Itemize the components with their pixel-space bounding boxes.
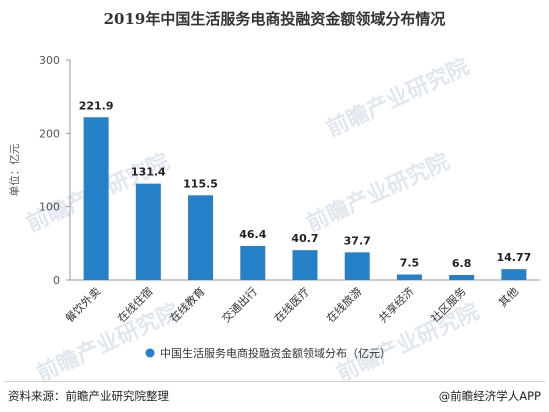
data-label: 115.5	[183, 177, 218, 190]
bar	[240, 245, 266, 280]
x-tick-label: 其他	[496, 285, 521, 310]
legend-marker	[145, 348, 155, 358]
bar	[501, 269, 527, 280]
bar	[188, 195, 214, 280]
y-tick-label: 300	[39, 54, 60, 67]
y-tick-label: 200	[39, 127, 60, 140]
footer-divider	[4, 381, 545, 382]
bar	[396, 274, 422, 280]
data-label: 6.8	[452, 257, 472, 270]
x-tick-label: 社区服务	[428, 284, 469, 325]
x-tick-label: 交通出行	[219, 284, 260, 325]
data-label: 46.4	[239, 228, 266, 241]
bar	[344, 252, 370, 280]
data-label: 37.7	[344, 234, 371, 247]
data-label: 40.7	[291, 232, 318, 245]
x-tick-label: 在线住宿	[114, 284, 155, 325]
x-tick-label: 在线教育	[167, 284, 208, 325]
data-label: 131.4	[131, 166, 166, 179]
x-tick-label: 在线旅游	[323, 284, 364, 325]
bar	[292, 250, 318, 280]
y-tick-label: 100	[39, 201, 60, 214]
data-label: 221.9	[79, 99, 114, 112]
source-note: 资料来源：前瞻产业研究院整理	[8, 389, 169, 403]
x-tick-label: 共享经济	[376, 284, 417, 325]
x-tick-label: 在线医疗	[271, 284, 312, 325]
bar	[135, 183, 161, 280]
chart-title: 2019年中国生活服务电商投融资金额领域分布情况	[103, 10, 446, 28]
data-label: 14.77	[496, 251, 531, 264]
bar	[449, 275, 475, 280]
y-tick-label: 0	[53, 274, 60, 287]
data-label: 7.5	[400, 257, 420, 270]
legend-label: 中国生活服务电商投融资金额领域分布（亿元）	[160, 346, 391, 360]
bar-chart: 0 100 200 300 单位：亿元 221.9 餐饮外卖 131.4 在线住宿 115.5 在线…	[8, 54, 540, 360]
x-tick-label: 餐饮外卖	[62, 284, 103, 325]
brand-note: @前瞻经济学人APP	[438, 389, 541, 403]
bar	[83, 117, 109, 280]
y-axis-label: 单位：亿元	[8, 143, 21, 196]
